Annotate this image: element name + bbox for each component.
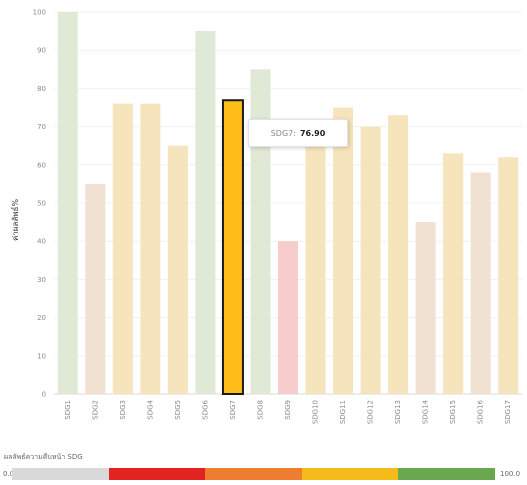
x-tick-label: SDG16 (477, 399, 485, 424)
bar-sdg1[interactable] (57, 12, 78, 394)
bar-sdg2[interactable] (85, 183, 106, 394)
legend-max-label: 100.0 (500, 470, 521, 478)
y-tick-label: 80 (37, 85, 46, 93)
legend-segment-green (398, 468, 495, 480)
tooltip: SDG7: 76.90 (248, 119, 348, 147)
y-tick-label: 10 (37, 352, 46, 360)
bar-sdg14[interactable] (415, 222, 436, 394)
color-scale-legend (12, 468, 495, 480)
x-tick-label: SDG15 (449, 400, 457, 424)
y-tick-label: 40 (37, 238, 46, 246)
x-tick-label: SDG6 (201, 399, 209, 419)
y-tick-label: 100 (33, 9, 46, 17)
bar-sdg4[interactable] (140, 103, 161, 395)
y-tick-label: 70 (37, 123, 46, 131)
y-tick-label: 0 (42, 391, 46, 399)
bar-sdg7[interactable] (221, 99, 244, 395)
y-tick-label: 60 (37, 161, 46, 169)
legend-min-label: 0.0 (3, 470, 15, 478)
bar-sdg8[interactable] (250, 69, 271, 395)
ticks-layer: 0 10 20 30 40 50 60 70 80 90 100 SDG1 SDG2 SDG3 SDG4 SD… (33, 9, 513, 425)
legend-segment-gray (12, 468, 109, 480)
bar-sdg12[interactable] (360, 126, 381, 394)
bar-sdg6[interactable] (195, 31, 216, 394)
bar-sdg10[interactable] (305, 145, 326, 394)
x-tick-label: SDG1 (64, 400, 72, 420)
y-tick-label: 30 (37, 276, 46, 284)
bar-sdg5[interactable] (167, 145, 188, 394)
x-tick-label: SDG14 (422, 399, 430, 424)
bar-sdg16[interactable] (470, 172, 491, 394)
x-tick-label: SDG10 (312, 400, 320, 424)
legend-segment-red (108, 468, 206, 480)
legend-title: ผลลัพธ์ความคืบหน้า SDG (4, 453, 83, 461)
y-axis-label: ค่าผลลัพธ์% (10, 199, 20, 241)
bar-sdg11[interactable] (333, 107, 354, 395)
x-tick-label: SDG7 (229, 400, 237, 420)
bar-sdg15[interactable] (443, 153, 464, 394)
x-tick-label: SDG9 (284, 400, 292, 420)
x-tick-label: SDG13 (394, 400, 402, 424)
x-tick-label: SDG5 (174, 400, 182, 420)
x-tick-label: SDG8 (256, 400, 264, 420)
x-tick-label: SDG12 (367, 400, 375, 424)
x-tick-label: SDG3 (119, 400, 127, 420)
legend-segment-yellow (301, 468, 399, 480)
x-tick-label: SDG11 (339, 400, 347, 424)
y-tick-label: 50 (37, 200, 46, 208)
bar-sdg17[interactable] (498, 157, 519, 394)
y-tick-label: 90 (37, 47, 46, 55)
bar-sdg13[interactable] (388, 115, 409, 394)
tooltip-value: 76.90 (299, 128, 326, 138)
x-tick-label: SDG17 (504, 400, 512, 424)
x-tick-label: SDG2 (91, 400, 99, 420)
bar-sdg9[interactable] (278, 241, 298, 394)
y-tick-label: 20 (37, 314, 46, 322)
bars-layer (57, 12, 519, 395)
bar-sdg3[interactable] (112, 103, 133, 395)
legend-segment-orange (205, 468, 302, 480)
x-tick-label: SDG4 (146, 399, 154, 419)
tooltip-label: SDG7: (270, 128, 296, 138)
